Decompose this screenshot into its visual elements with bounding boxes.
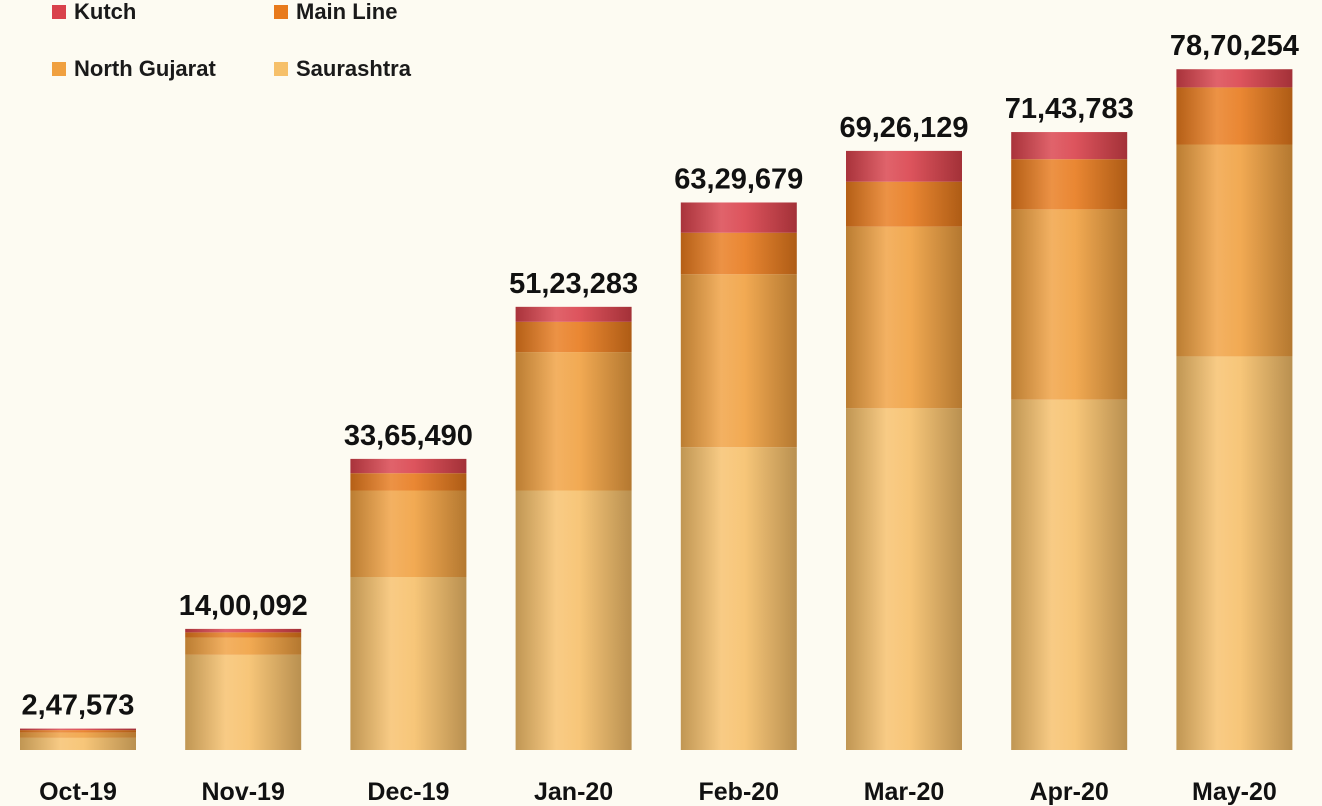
bar-segment-feb-20-main-line bbox=[680, 232, 797, 275]
bar-segment-dec-19-main-line bbox=[350, 473, 467, 491]
bar-segment-nov-19-main-line bbox=[185, 632, 302, 638]
bar-segment-jan-20-kutch bbox=[515, 306, 632, 322]
x-tick-label-nov-19: Nov-19 bbox=[202, 778, 285, 806]
legend-label-saurashtra: Saurashtra bbox=[296, 56, 412, 81]
legend-swatch-north-gujarat bbox=[52, 62, 66, 76]
legend-label-north-gujarat: North Gujarat bbox=[74, 56, 216, 81]
bar-group-feb-20 bbox=[680, 202, 797, 750]
bar-segment-apr-20-kutch bbox=[1011, 132, 1128, 160]
bar-segment-oct-19-saurashtra bbox=[20, 737, 136, 750]
total-labels: 2,47,573 14,00,092 33,65,490 51,23,283 63,29… bbox=[22, 30, 1299, 721]
bar-group-may-20 bbox=[1176, 69, 1293, 750]
total-label-mar-20: 69,26,129 bbox=[839, 112, 968, 144]
bar-segment-mar-20-kutch bbox=[846, 150, 962, 182]
bar-segment-apr-20-saurashtra bbox=[1011, 399, 1128, 750]
legend-item-main-line: Main Line bbox=[274, 0, 397, 24]
bar-segment-nov-19-kutch bbox=[185, 628, 302, 633]
x-tick-label-may-20: May-20 bbox=[1192, 778, 1277, 806]
x-axis-ticks: Oct-19 Nov-19 Dec-19 Jan-20 Feb-20 Mar-20 Apr-… bbox=[39, 778, 1277, 806]
bar-segment-nov-19-north-gujarat bbox=[185, 637, 302, 655]
bar-segment-feb-20-north-gujarat bbox=[680, 274, 797, 448]
legend-label-main-line: Main Line bbox=[296, 0, 397, 24]
legend-item-north-gujarat: North Gujarat bbox=[52, 56, 216, 81]
bar-segment-mar-20-saurashtra bbox=[846, 408, 962, 750]
bar-segment-jan-20-main-line bbox=[515, 321, 632, 353]
bar-segment-jan-20-saurashtra bbox=[515, 490, 632, 750]
x-tick-label-jan-20: Jan-20 bbox=[534, 778, 613, 806]
bar-group-apr-20 bbox=[1011, 132, 1128, 750]
bar-segment-dec-19-north-gujarat bbox=[350, 490, 467, 577]
x-tick-label-apr-20: Apr-20 bbox=[1030, 778, 1109, 806]
bars bbox=[20, 69, 1293, 750]
bar-segment-jan-20-north-gujarat bbox=[515, 352, 632, 491]
legend-item-saurashtra: Saurashtra bbox=[274, 56, 412, 81]
bar-segment-feb-20-saurashtra bbox=[680, 447, 797, 750]
bar-group-jan-20 bbox=[515, 306, 632, 750]
bar-segment-nov-19-saurashtra bbox=[185, 654, 302, 750]
total-label-feb-20: 63,29,679 bbox=[674, 163, 803, 195]
x-tick-label-oct-19: Oct-19 bbox=[39, 778, 117, 806]
total-label-may-20: 78,70,254 bbox=[1170, 30, 1299, 62]
bar-segment-may-20-main-line bbox=[1176, 87, 1293, 145]
total-label-apr-20: 71,43,783 bbox=[1005, 93, 1134, 125]
bar-segment-may-20-north-gujarat bbox=[1176, 144, 1293, 357]
bar-segment-oct-19-main-line bbox=[20, 730, 136, 733]
bar-segment-mar-20-north-gujarat bbox=[846, 226, 962, 409]
bar-segment-oct-19-kutch bbox=[20, 728, 136, 731]
bar-group-mar-20 bbox=[846, 150, 962, 750]
bar-segment-feb-20-kutch bbox=[680, 202, 797, 233]
legend-label-kutch: Kutch bbox=[74, 0, 136, 24]
legend-swatch-saurashtra bbox=[274, 62, 288, 76]
bar-segment-dec-19-kutch bbox=[350, 458, 467, 474]
legend-item-kutch: Kutch bbox=[52, 0, 136, 24]
legend: Kutch Main Line North Gujarat Saurashtra bbox=[52, 0, 412, 81]
total-label-nov-19: 14,00,092 bbox=[179, 590, 308, 622]
total-label-dec-19: 33,65,490 bbox=[344, 420, 473, 452]
total-label-jan-20: 51,23,283 bbox=[509, 268, 638, 300]
bar-segment-oct-19-north-gujarat bbox=[20, 732, 136, 738]
total-label-oct-19: 2,47,573 bbox=[22, 690, 135, 722]
bar-group-dec-19 bbox=[350, 458, 467, 750]
legend-swatch-main-line bbox=[274, 5, 288, 19]
legend-swatch-kutch bbox=[52, 5, 66, 19]
bar-group-nov-19 bbox=[185, 628, 302, 750]
bar-segment-dec-19-saurashtra bbox=[350, 577, 467, 750]
x-tick-label-mar-20: Mar-20 bbox=[864, 778, 945, 806]
x-tick-label-dec-19: Dec-19 bbox=[367, 778, 449, 806]
bar-segment-apr-20-north-gujarat bbox=[1011, 209, 1128, 400]
bar-segment-mar-20-main-line bbox=[846, 181, 962, 227]
bar-segment-apr-20-main-line bbox=[1011, 159, 1128, 210]
x-tick-label-feb-20: Feb-20 bbox=[699, 778, 780, 806]
bar-group-oct-19 bbox=[20, 728, 136, 750]
bar-segment-may-20-kutch bbox=[1176, 69, 1293, 88]
bar-segment-may-20-saurashtra bbox=[1176, 356, 1293, 750]
